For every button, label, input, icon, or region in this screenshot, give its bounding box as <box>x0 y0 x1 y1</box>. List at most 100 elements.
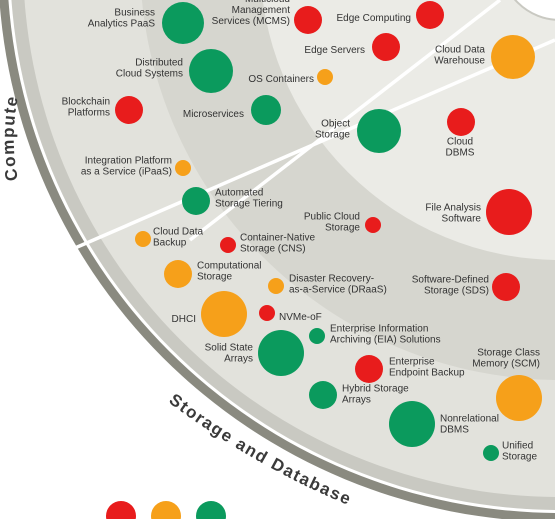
item-dot-cloud-data-backup <box>135 231 151 247</box>
item-label-line: Integration Platform <box>85 156 172 167</box>
radar-item-eia-solutions: Enterprise Information Archiving (EIA) So… <box>309 324 441 346</box>
item-label-distributed-cloud-systems: Distributed Cloud Systems <box>116 58 183 80</box>
item-label-unified-storage: Unified Storage <box>502 441 537 463</box>
radar-item-computational-storage: Computational Storage <box>164 260 261 288</box>
radar-item-edge-servers: Edge Servers <box>304 33 400 61</box>
item-label-line: Warehouse <box>434 56 485 67</box>
item-dot-computational-storage <box>164 260 192 288</box>
radar-item-ipaas: Integration Platform as a Service (iPaaS) <box>81 156 191 178</box>
item-label-line: Arrays <box>342 395 371 406</box>
item-label-line: Blockchain <box>62 97 110 108</box>
item-label-line: Disaster Recovery- <box>289 274 374 285</box>
band-inner <box>262 0 555 260</box>
radar-item-file-analysis-software: File Analysis Software <box>425 189 532 235</box>
item-dot-sds <box>492 273 520 301</box>
item-label-line: Services (MCMS) <box>212 16 290 27</box>
item-dot-microservices <box>251 95 281 125</box>
item-dot-edge-computing <box>416 1 444 29</box>
item-label-edge-servers: Edge Servers <box>304 45 365 56</box>
item-label-nvme-of: NVMe-oF <box>279 312 322 323</box>
item-label-line: Hybrid Storage <box>342 384 409 395</box>
sector-title-compute: Compute <box>0 94 22 183</box>
item-label-line: DHCI <box>172 314 196 325</box>
item-label-line: Endpoint Backup <box>389 368 465 379</box>
item-label-cloud-data-backup: Cloud Data Backup <box>153 227 203 249</box>
item-dot-draas <box>268 278 284 294</box>
item-label-line: Business <box>114 8 155 19</box>
item-dot-blockchain-platforms <box>115 96 143 124</box>
item-label-automated-storage-tiering: Automated Storage Tiering <box>215 188 283 210</box>
item-label-line: Arrays <box>224 354 253 365</box>
item-label-line: Storage (SDS) <box>424 286 489 297</box>
item-dot-edge-servers <box>372 33 400 61</box>
item-label-line: Storage (CNS) <box>240 244 306 255</box>
item-dot-legend-orange <box>151 501 181 519</box>
item-label-line: Nonrelational <box>440 414 499 425</box>
radar-item-os-containers: OS Containers <box>248 69 333 85</box>
item-dot-solid-state-arrays <box>258 330 304 376</box>
item-dot-file-analysis-software <box>486 189 532 235</box>
radar-item-cloud-dbms: Cloud DBMS <box>446 108 475 159</box>
item-dot-automated-storage-tiering <box>182 187 210 215</box>
radar-item-cloud-data-backup: Cloud Data Backup <box>135 227 203 249</box>
item-label-line: Computational <box>197 261 261 272</box>
item-label-line: Cloud <box>447 137 473 148</box>
item-label-solid-state-arrays: Solid State Arrays <box>205 343 254 365</box>
item-label-line: Software <box>442 214 482 225</box>
item-label-line: Archiving (EIA) Solutions <box>330 335 441 346</box>
item-dot-enterprise-endpoint-backup <box>355 355 383 383</box>
item-dot-nonrelational-dbms <box>389 401 435 447</box>
item-label-enterprise-endpoint-backup: Enterprise Endpoint Backup <box>389 357 465 379</box>
item-dot-dhci <box>201 291 247 337</box>
item-label-line: as-a-Service (DRaaS) <box>289 285 387 296</box>
item-dot-container-native-storage <box>220 237 236 253</box>
item-label-line: DBMS <box>440 425 469 436</box>
item-label-line: Edge Computing <box>337 13 412 24</box>
item-dot-ipaas <box>175 160 191 176</box>
item-label-mcms: MulticloudManagementServices (MCMS) <box>212 0 291 27</box>
item-dot-business-analytics-paas <box>162 2 204 44</box>
radar-item-solid-state-arrays: Solid State Arrays <box>205 330 304 376</box>
item-dot-object-storage <box>357 109 401 153</box>
radar-item-hybrid-storage-arrays: Hybrid Storage Arrays <box>309 381 409 409</box>
item-dot-eia-solutions <box>309 328 325 344</box>
item-label-line: Memory (SCM) <box>472 359 540 370</box>
item-label-scm: Storage Class Memory (SCM) <box>472 348 540 370</box>
item-dot-hybrid-storage-arrays <box>309 381 337 409</box>
item-dot-unified-storage <box>483 445 499 461</box>
item-dot-legend-red <box>106 501 136 519</box>
item-label-edge-computing: Edge Computing <box>337 13 412 24</box>
radar-item-nvme-of: NVMe-oF <box>259 305 322 323</box>
item-label-line: OS Containers <box>248 74 314 85</box>
item-label-line: Multicloud <box>245 0 290 5</box>
item-label-line: Storage <box>315 130 350 141</box>
item-label-line: Solid State <box>205 343 254 354</box>
item-dot-distributed-cloud-systems <box>189 49 233 93</box>
radar-item-edge-computing: Edge Computing <box>337 1 444 29</box>
item-label-sds: Software-Defined Storage (SDS) <box>412 275 489 297</box>
item-label-os-containers: OS Containers <box>248 74 314 85</box>
item-label-line: Enterprise Information <box>330 324 428 335</box>
radar-item-cloud-data-warehouse: Cloud Data Warehouse <box>434 35 535 79</box>
item-label-line: Unified <box>502 441 533 452</box>
item-label-line: Distributed <box>135 58 183 69</box>
radar-item-nonrelational-dbms: Nonrelational DBMS <box>389 401 499 447</box>
item-label-line: Automated <box>215 188 263 199</box>
item-label-line: Software-Defined <box>412 275 489 286</box>
radar-item-blockchain-platforms: Blockchain Platforms <box>62 96 143 124</box>
radar-item-object-storage: Object Storage <box>315 109 401 153</box>
item-label-line: Analytics PaaS <box>88 19 156 30</box>
item-label-line: Storage Class <box>477 348 540 359</box>
item-label-eia-solutions: Enterprise Information Archiving (EIA) So… <box>330 324 441 346</box>
radar-item-container-native-storage: Container-Native Storage (CNS) <box>220 233 315 255</box>
radar-item-draas: Disaster Recovery-as-a-Service (DRaaS) <box>268 274 387 296</box>
item-label-line: Cloud Data <box>435 45 485 56</box>
item-label-line: Cloud Systems <box>116 69 183 80</box>
item-label-line: Storage <box>197 272 232 283</box>
radar-item-unified-storage: Unified Storage <box>483 441 537 463</box>
item-label-line: as a Service (iPaaS) <box>81 167 172 178</box>
hub-ring <box>513 0 555 21</box>
radar-item-legend-green <box>196 501 226 519</box>
